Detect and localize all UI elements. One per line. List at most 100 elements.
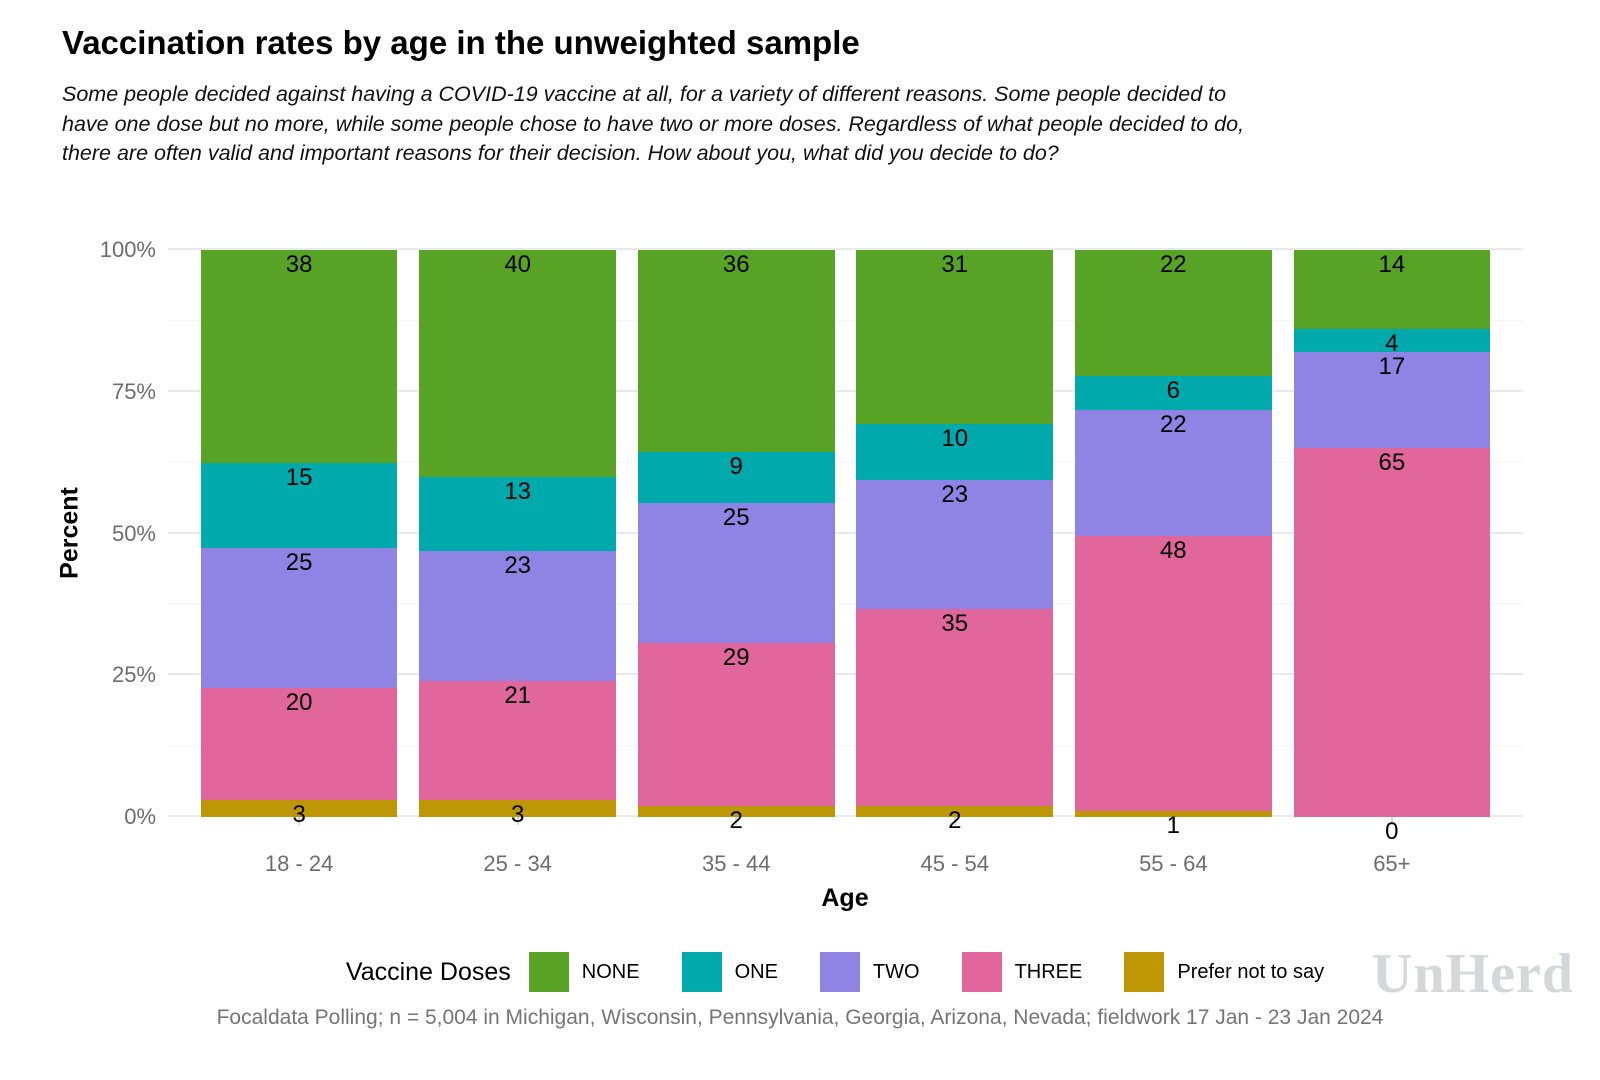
bar-segment-value-label: 9 bbox=[729, 453, 743, 481]
stacked-bar: 3 20 25 15 38 bbox=[200, 250, 398, 828]
legend-label: ONE bbox=[734, 960, 778, 983]
legend-item: NONE bbox=[528, 952, 640, 992]
legend-item: ONE bbox=[681, 952, 778, 992]
bar-segment: 36 bbox=[637, 250, 835, 453]
bar-segment: 35 bbox=[856, 609, 1054, 806]
bar-segment: 1 bbox=[1074, 811, 1272, 839]
stacked-bar: 0 65 17 4 14 bbox=[1293, 250, 1491, 845]
legend-item: THREE bbox=[961, 952, 1082, 992]
legend-label: NONE bbox=[581, 960, 640, 983]
bar-segment: 38 bbox=[200, 250, 398, 464]
bar-segment-value-label: 31 bbox=[941, 251, 969, 279]
bar-segment: 31 bbox=[856, 250, 1054, 425]
x-tick-label: 65+ bbox=[1373, 851, 1411, 876]
y-tick-label: 100% bbox=[99, 237, 156, 262]
x-tick-label: 35 - 44 bbox=[701, 851, 771, 876]
x-tick-label: 55 - 64 bbox=[1139, 851, 1208, 876]
x-axis-title: Age bbox=[821, 884, 869, 912]
stacked-bar: 1 48 22 6 22 bbox=[1074, 250, 1272, 839]
bar-segment-value-label: 15 bbox=[285, 464, 313, 492]
x-tick-mark bbox=[1172, 817, 1175, 825]
legend-swatch bbox=[528, 952, 569, 992]
legend-swatch bbox=[681, 952, 722, 992]
major-gridline bbox=[168, 815, 1523, 817]
bar-segment-value-label: 35 bbox=[941, 610, 969, 638]
bar-segment-value-label: 36 bbox=[722, 251, 750, 279]
bar-segment: 13 bbox=[419, 476, 617, 551]
major-gridline bbox=[168, 673, 1523, 676]
chart-title: Vaccination rates by age in the unweight… bbox=[62, 24, 860, 61]
legend-swatch bbox=[961, 952, 1002, 992]
bar-segment-value-label: 10 bbox=[941, 425, 969, 453]
bar-segment: 14 bbox=[1293, 250, 1491, 330]
bar-segment: 25 bbox=[637, 502, 835, 643]
bar-segment: 2 bbox=[637, 805, 835, 833]
bar-segment-value-label: 6 bbox=[1166, 377, 1180, 405]
bar-segment-value-label: 1 bbox=[1166, 812, 1180, 840]
stacked-bar: 3 21 23 13 40 bbox=[419, 250, 617, 828]
x-tick-mark bbox=[298, 817, 301, 825]
x-tick-mark bbox=[953, 817, 956, 825]
legend-label: Prefer not to say bbox=[1177, 960, 1325, 983]
minor-gridline bbox=[168, 461, 1523, 463]
bar-segment: 23 bbox=[419, 550, 617, 681]
bar-segment-value-label: 3 bbox=[292, 801, 306, 829]
bar-segment: 2 bbox=[856, 805, 1054, 833]
x-tick-mark bbox=[1390, 817, 1393, 825]
bar-segment: 65 bbox=[1293, 448, 1491, 817]
bar-segment: 17 bbox=[1293, 352, 1491, 449]
bar-segment-value-label: 40 bbox=[504, 251, 532, 279]
legend-item: Prefer not to say bbox=[1124, 952, 1324, 992]
bar-segment-value-label: 22 bbox=[1159, 251, 1187, 278]
legend-item: TWO bbox=[819, 952, 920, 992]
plot-panel: 3 20 25 15 38 3 21 23 13 40 2 29 25 9 36 2 35 23 10 31 1 48 22… bbox=[168, 248, 1523, 845]
bar-segment: 3 bbox=[419, 800, 617, 828]
bar-segment-value-label: 38 bbox=[285, 251, 313, 279]
bar-segment: 4 bbox=[1293, 329, 1491, 357]
stacked-bar: 2 35 23 10 31 bbox=[856, 250, 1054, 833]
bar-segment: 48 bbox=[1074, 536, 1272, 812]
minor-gridline bbox=[168, 319, 1523, 321]
bar-segment: 22 bbox=[1074, 410, 1272, 537]
bar-segment: 9 bbox=[637, 452, 835, 503]
legend-items: NONE ONE TWO THREE Prefer not to say bbox=[528, 952, 1324, 992]
legend-swatch bbox=[1124, 952, 1165, 992]
subtitle-line-2: have one dose but no more, while some pe… bbox=[62, 111, 1245, 136]
bar-segment: 3 bbox=[200, 800, 398, 828]
bar-segment: 29 bbox=[637, 642, 835, 806]
unherd-logo: UnHerd bbox=[1372, 943, 1574, 1005]
bar-segment: 22 bbox=[1074, 250, 1272, 376]
bar-segment-value-label: 25 bbox=[722, 503, 750, 531]
y-tick-label: 25% bbox=[111, 662, 156, 688]
bar-segment: 10 bbox=[856, 424, 1054, 481]
source-footer: Focaldata Polling; n = 5,004 in Michigan… bbox=[216, 1006, 1384, 1029]
stacked-bar: 2 29 25 9 36 bbox=[637, 250, 835, 833]
bar-segment-value-label: 13 bbox=[504, 477, 532, 505]
bar-segment-value-label: 2 bbox=[729, 806, 743, 834]
x-tick-label: 18 - 24 bbox=[264, 851, 334, 876]
major-gridline bbox=[168, 389, 1523, 392]
minor-gridline bbox=[168, 745, 1523, 747]
bar-segment-value-label: 23 bbox=[941, 481, 969, 509]
bar-segment-value-label: 48 bbox=[1159, 537, 1187, 565]
legend-label: TWO bbox=[872, 960, 920, 983]
bar-segment-value-label: 22 bbox=[1159, 411, 1187, 439]
legend-swatch bbox=[819, 952, 860, 992]
bar-segment: 20 bbox=[200, 687, 398, 801]
y-tick-label: 75% bbox=[111, 378, 156, 404]
bar-segment: 25 bbox=[200, 547, 398, 688]
y-tick-label: 0% bbox=[124, 804, 156, 829]
minor-gridline bbox=[168, 603, 1523, 605]
bar-segment-value-label: 2 bbox=[948, 806, 962, 834]
bar-segment-value-label: 3 bbox=[510, 801, 525, 828]
x-tick-label: 45 - 54 bbox=[920, 851, 990, 876]
major-gridline bbox=[168, 531, 1523, 534]
subtitle-line-3: there are often valid and important reas… bbox=[62, 141, 1059, 165]
legend-title: Vaccine Doses bbox=[345, 957, 511, 986]
x-tick-mark bbox=[516, 817, 519, 825]
x-tick-mark bbox=[735, 817, 738, 825]
bar-segment-value-label: 29 bbox=[722, 643, 750, 671]
bar-segment-value-label: 21 bbox=[504, 681, 532, 709]
bar-segment-value-label: 25 bbox=[285, 548, 313, 576]
